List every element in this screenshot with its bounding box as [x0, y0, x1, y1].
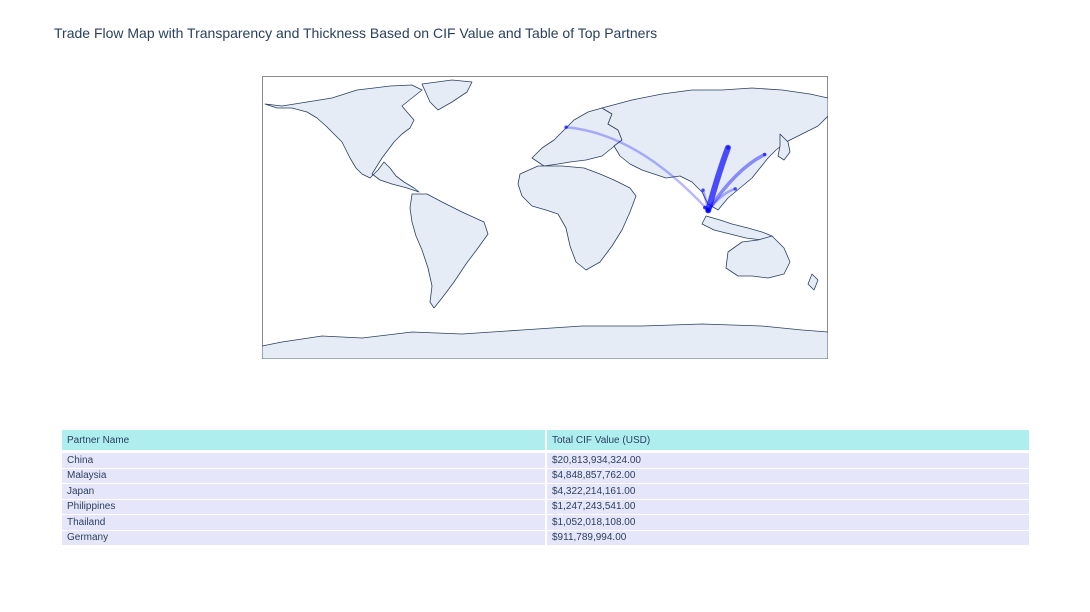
column-divider [545, 430, 547, 550]
cell-total-cif: $1,247,243,541.00 [552, 501, 636, 513]
trade-flow-map[interactable] [262, 76, 828, 359]
cell-total-cif: $20,813,934,324.00 [552, 454, 641, 466]
cell-total-cif: $4,848,857,762.00 [552, 470, 636, 482]
flow-line [564, 126, 710, 212]
land-australia [725, 235, 791, 279]
cell-partner-name: Germany [67, 532, 109, 544]
flow-line [705, 144, 732, 214]
partner-point [726, 145, 730, 150]
partner-point [564, 125, 568, 130]
cell-total-cif: $4,322,214,161.00 [552, 485, 636, 497]
land-japan [777, 133, 791, 161]
cell-partner-name: Philippines [67, 501, 116, 513]
flow-line [706, 187, 737, 212]
cell-total-cif: $1,052,018,108.00 [552, 516, 636, 528]
cell-partner-name: Japan [67, 485, 95, 497]
cell-total-cif: $911,789,994.00 [552, 532, 627, 544]
land-greenland [421, 79, 473, 111]
cell-partner-name: Malaysia [67, 470, 107, 482]
partner-point [762, 152, 767, 157]
header-partner-name: Partner Name [67, 434, 130, 446]
chart-title: Trade Flow Map with Transparency and Thi… [54, 25, 658, 41]
land-south-america [409, 193, 489, 309]
land-antarctica [262, 323, 828, 359]
partner-point [733, 187, 738, 191]
top-partners-table: Partner Name Total CIF Value (USD) China… [62, 430, 1029, 550]
cell-partner-name: Thailand [67, 516, 106, 528]
partner-point [701, 188, 705, 192]
partner-point [703, 205, 707, 210]
header-total-cif: Total CIF Value (USD) [552, 434, 651, 446]
flow-line [706, 152, 767, 213]
land-asia [601, 87, 828, 211]
land-north-america [264, 84, 423, 193]
land-new-zealand [807, 273, 819, 291]
land-africa [517, 165, 637, 271]
cell-partner-name: China [67, 454, 94, 466]
